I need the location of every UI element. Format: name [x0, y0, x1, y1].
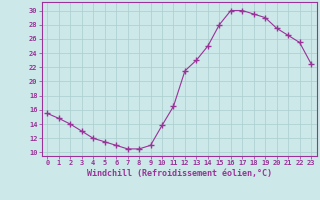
X-axis label: Windchill (Refroidissement éolien,°C): Windchill (Refroidissement éolien,°C) [87, 169, 272, 178]
